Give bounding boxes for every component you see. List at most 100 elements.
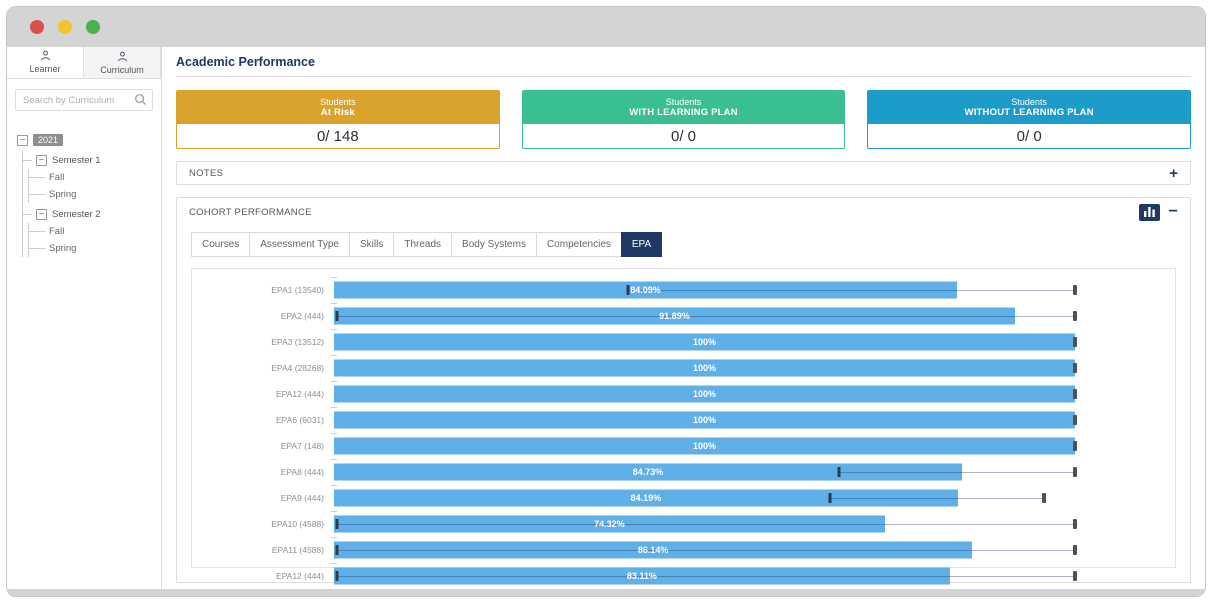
tab-threads[interactable]: Threads: [393, 232, 453, 257]
chart-value-label: 100%: [692, 337, 717, 347]
stat-card-value: 0/ 0: [1016, 127, 1042, 145]
chart-bar[interactable]: [334, 359, 1075, 377]
chart-bar-track: 84.09%: [331, 277, 1077, 303]
cohort-label: COHORT PERFORMANCE: [189, 206, 312, 218]
tab-epa[interactable]: EPA: [620, 232, 663, 257]
max-marker: [1041, 493, 1046, 503]
collapse-node-icon[interactable]: −: [36, 208, 47, 220]
chart-bar[interactable]: [334, 437, 1075, 455]
stat-card[interactable]: Students WITH LEARNING PLAN 0/ 0: [521, 90, 846, 149]
chart-bar-track: 83.11%: [331, 563, 1077, 589]
close-window-button[interactable]: [30, 20, 44, 34]
cohort-panel: COHORT PERFORMANCE − Courses Assessment T…: [176, 197, 1191, 585]
sidebar-tab-learner[interactable]: Learner: [7, 47, 84, 78]
chart-row: EPA1 (13540) 84.09%: [192, 277, 1175, 303]
chart-bar[interactable]: [334, 489, 958, 507]
tree-connector: [29, 248, 45, 249]
tree-node-root[interactable]: −2021: [17, 131, 157, 149]
chart-category-label: EPA8 (444): [280, 467, 324, 477]
page-header: Academic Performance: [176, 47, 1191, 77]
tab-courses[interactable]: Courses: [191, 232, 251, 257]
tab-assessment-type[interactable]: Assessment Type: [249, 232, 350, 257]
tree-connector: [29, 231, 45, 232]
benchmark-tick-marker: [837, 467, 841, 477]
tree-node-term[interactable]: Spring: [29, 240, 157, 257]
notes-panel: NOTES +: [176, 161, 1191, 185]
max-marker: [1073, 545, 1077, 555]
cohort-header: COHORT PERFORMANCE −: [177, 198, 1190, 226]
chart-category-label: EPA7 (148): [280, 441, 324, 451]
axis-tick: [331, 303, 337, 304]
chart-category-label: EPA6 (6031): [275, 415, 324, 425]
chart-bar[interactable]: [334, 411, 1075, 429]
chart-bar-track: 100%: [331, 433, 1077, 459]
page-title: Academic Performance: [176, 54, 315, 69]
benchmark-tick-marker: [335, 571, 339, 581]
chart-bar[interactable]: [334, 333, 1075, 351]
stat-card-line1: Students: [320, 97, 356, 107]
search-input[interactable]: [15, 89, 153, 111]
chart-bar[interactable]: [334, 463, 962, 481]
chart-row: EPA8 (444) 84.73%: [192, 459, 1175, 485]
cohort-tabs: Courses Assessment Type Skills Threads Body …: [191, 232, 1190, 257]
collapse-panel-button[interactable]: −: [1168, 203, 1178, 220]
chart-row: EPA2 (444) 91.89%: [192, 303, 1175, 329]
chart-row: EPA12 (444) 83.11%: [192, 563, 1175, 589]
chart-bar[interactable]: [334, 567, 950, 585]
benchmark-tick-marker: [335, 545, 339, 555]
chart-value-label: 84.09%: [630, 285, 661, 295]
chart-type-button[interactable]: [1138, 203, 1160, 221]
chart-bar[interactable]: [334, 515, 885, 533]
maximize-window-button[interactable]: [86, 20, 100, 34]
chart-row: EPA11 (4588) 86.14%: [192, 537, 1175, 563]
benchmark-whisker: [336, 550, 1075, 551]
benchmark-whisker: [830, 498, 1044, 499]
tab-competencies[interactable]: Competencies: [535, 232, 622, 257]
max-marker: [1073, 363, 1077, 373]
chart-category-label: EPA2 (444): [280, 311, 324, 321]
add-note-button[interactable]: +: [1169, 164, 1178, 182]
axis-tick: [331, 485, 337, 486]
max-marker: [1073, 337, 1077, 347]
tab-body-systems[interactable]: Body Systems: [451, 232, 537, 257]
tree-node-term[interactable]: Fall: [29, 223, 157, 240]
stat-card-value: 0/ 0: [670, 127, 697, 145]
minimize-window-button[interactable]: [58, 20, 72, 34]
tree-node-semester[interactable]: − Semester 2: [23, 205, 157, 223]
axis-tick: [331, 433, 337, 434]
stat-card-value: 0/ 148: [316, 127, 359, 145]
benchmark-tick-marker: [335, 311, 339, 321]
window-bottom-edge: [7, 589, 1205, 596]
chart-row: EPA10 (4588) 74.32%: [192, 511, 1175, 537]
collapse-node-icon[interactable]: −: [17, 134, 28, 146]
chart-value-label: 100%: [692, 415, 717, 425]
person-icon: [117, 51, 128, 64]
tree-node-term[interactable]: Fall: [29, 169, 157, 186]
chart-bar[interactable]: [334, 281, 958, 299]
axis-tick: [331, 329, 337, 330]
chart-value-label: 100%: [692, 363, 717, 373]
tab-skills[interactable]: Skills: [349, 232, 395, 257]
tree-node-term[interactable]: Spring: [29, 186, 157, 203]
chart-bar[interactable]: [334, 541, 973, 559]
max-marker: [1073, 415, 1077, 425]
chart-bar-track: 86.14%: [331, 537, 1077, 563]
stat-card[interactable]: Students At Risk 0/ 148: [176, 90, 500, 149]
sidebar-tabs: Learner Curriculum: [7, 47, 161, 79]
chart-value-label: 91.89%: [659, 311, 690, 321]
stat-card-header: Students At Risk: [177, 91, 499, 124]
benchmark-whisker: [628, 290, 1075, 291]
sidebar-tab-curriculum[interactable]: Curriculum: [84, 47, 161, 78]
chart-bar[interactable]: [334, 307, 1015, 325]
axis-tick: [331, 537, 337, 538]
chart-row: EPA9 (444) 84.19%: [192, 485, 1175, 511]
stat-card[interactable]: Students WITHOUT LEARNING PLAN 0/ 0: [867, 90, 1192, 149]
tree-root-label: 2021: [33, 134, 64, 146]
stat-card-line2: At Risk: [320, 107, 355, 118]
tree-node-semester[interactable]: − Semester 1: [23, 151, 157, 169]
sidebar-tab-label: Learner: [29, 64, 61, 74]
chart-bar[interactable]: [334, 385, 1075, 403]
collapse-node-icon[interactable]: −: [36, 154, 47, 166]
